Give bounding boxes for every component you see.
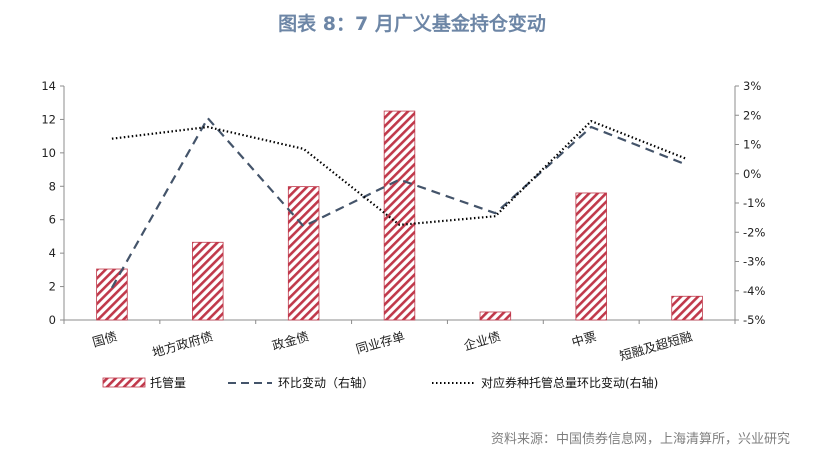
bar [575,192,607,321]
right-tick-label: 0% [743,167,761,181]
left-tick-label: 6 [49,213,56,227]
line-total-change [111,119,688,226]
right-tick-label: -5% [743,313,765,327]
source-note: 资料来源：中国债券信息网，上海清算所，兴业研究 [491,431,790,447]
bar-series [96,110,703,321]
left-tick-label: 12 [41,112,56,126]
category-label: 同业存单 [354,328,406,356]
category-label: 中票 [570,328,598,349]
legend: 托管量 环比变动（右轴） 对应券种托管总量环比变动(右轴) [102,375,658,390]
right-tick-label: -2% [743,225,765,239]
category-label: 政金债 [270,328,310,353]
category-labels: 国债 地方政府债 政金债 同业存单 企业债 中票 短融及超短融 [91,328,695,363]
line-series [110,117,688,289]
x-tick-marks [63,320,736,324]
chart-title: 图表 8：7 月广义基金持仓变动 [278,12,546,35]
right-tick-labels: -5% -4% -3% -2% -1% 0% 1% 2% 3% [735,79,765,327]
legend-label-total: 对应券种托管总量环比变动(右轴) [481,375,658,390]
right-tick-label: -3% [743,255,765,269]
right-tick-label: -1% [743,196,765,210]
right-tick-label: -4% [743,284,765,298]
left-tick-labels: 0 2 4 6 8 10 12 14 [41,79,64,327]
right-tick-label: 2% [743,108,761,122]
category-label: 国债 [91,328,119,349]
category-label: 地方政府债 [150,328,214,360]
left-tick-label: 8 [49,179,56,193]
right-tick-label: 1% [743,138,761,152]
bar [96,268,128,321]
legend-label-bar: 托管量 [150,375,186,390]
bar [479,311,512,321]
legend-swatch-bar [102,377,146,388]
left-tick-label: 10 [41,146,56,160]
bar [671,295,703,321]
left-tick-label: 14 [41,79,56,93]
left-tick-label: 0 [49,313,56,327]
bar [287,186,320,321]
line-mom-change [110,117,688,289]
left-tick-label: 4 [49,246,56,260]
bar [383,110,416,321]
category-label: 企业债 [462,328,502,353]
left-tick-label: 2 [49,280,56,294]
category-label: 短融及超短融 [618,328,695,363]
right-tick-label: 3% [743,79,761,93]
legend-label-mom: 环比变动（右轴） [278,375,374,390]
bar [192,241,224,321]
